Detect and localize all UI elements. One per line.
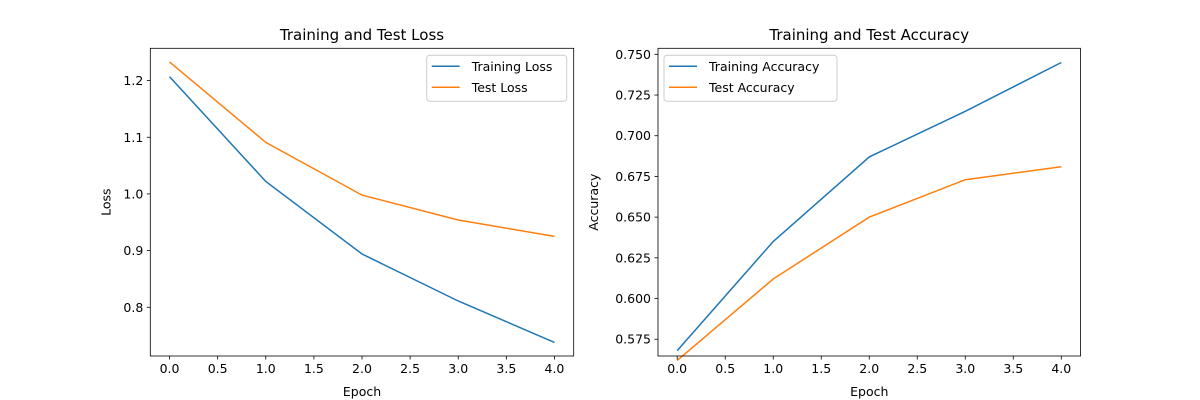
- x-tick-label: 2.5: [400, 361, 420, 376]
- y-tick-label: 0.8: [123, 300, 143, 315]
- x-axis-label: Epoch: [850, 384, 888, 399]
- x-tick-label: 3.0: [448, 361, 468, 376]
- y-tick-label: 0.600: [615, 291, 651, 306]
- x-tick-label: 3.5: [496, 361, 516, 376]
- x-tick-label: 4.0: [1051, 361, 1071, 376]
- y-tick-label: 0.700: [615, 128, 651, 143]
- series-line-0: [168, 76, 555, 344]
- x-tick-label: 0.5: [208, 361, 228, 376]
- x-tick-label: 4.0: [545, 361, 565, 376]
- x-tick-label: 1.0: [256, 361, 276, 376]
- legend: Training Loss Test Loss: [426, 54, 568, 102]
- x-tick-label: 2.0: [352, 361, 372, 376]
- y-tick-label: 1.1: [123, 130, 143, 145]
- x-tick-label: 2.5: [907, 361, 927, 376]
- x-tick-label: 0.5: [715, 361, 735, 376]
- legend-label: Test Loss: [471, 80, 528, 95]
- y-axis-label: Loss: [98, 188, 113, 215]
- x-axis-label: Epoch: [343, 384, 381, 399]
- y-tick-label: 1.2: [123, 73, 143, 88]
- series-line-1: [169, 61, 555, 238]
- y-tick-label: 0.750: [615, 47, 651, 62]
- y-tick-label: 0.650: [615, 210, 651, 225]
- chart-0: 0.0 0.5 1.0 1.5 2.0 2.5 3.0 3.5 4.0 0.8 0.9 1.0 1.1 1…: [98, 26, 575, 399]
- y-tick-label: 1.0: [123, 186, 143, 201]
- x-tick-label: 3.5: [1003, 361, 1023, 376]
- series-line-0: [676, 61, 1062, 352]
- y-tick-label: 0.625: [615, 250, 651, 265]
- chart-title: Training and Test Accuracy: [768, 26, 969, 44]
- x-tick-label: 2.0: [859, 361, 879, 376]
- y-tick-label: 0.9: [123, 243, 143, 258]
- legend-box: [663, 54, 838, 102]
- x-tick-label: 0.0: [667, 361, 687, 376]
- y-tick-label: 0.725: [615, 88, 651, 103]
- legend-box: [426, 54, 568, 102]
- legend: Training Accuracy Test Accuracy: [663, 54, 838, 102]
- y-tick-label: 0.675: [615, 169, 651, 184]
- x-tick-label: 0.0: [160, 361, 180, 376]
- x-tick-label: 1.0: [763, 361, 783, 376]
- legend-label: Test Accuracy: [708, 80, 795, 95]
- chart-1: 0.0 0.5 1.0 1.5 2.0 2.5 3.0 3.5 4.0 0.575 0.600 0.6…: [586, 26, 1081, 399]
- legend-label: Training Loss: [471, 59, 553, 74]
- series-line-1: [676, 165, 1062, 361]
- x-tick-label: 3.0: [955, 361, 975, 376]
- y-tick-label: 0.575: [615, 332, 651, 347]
- x-tick-label: 1.5: [304, 361, 324, 376]
- x-tick-label: 1.5: [811, 361, 831, 376]
- chart-title: Training and Test Loss: [279, 26, 444, 44]
- legend-label: Training Accuracy: [708, 59, 820, 74]
- y-axis-label: Accuracy: [586, 173, 601, 231]
